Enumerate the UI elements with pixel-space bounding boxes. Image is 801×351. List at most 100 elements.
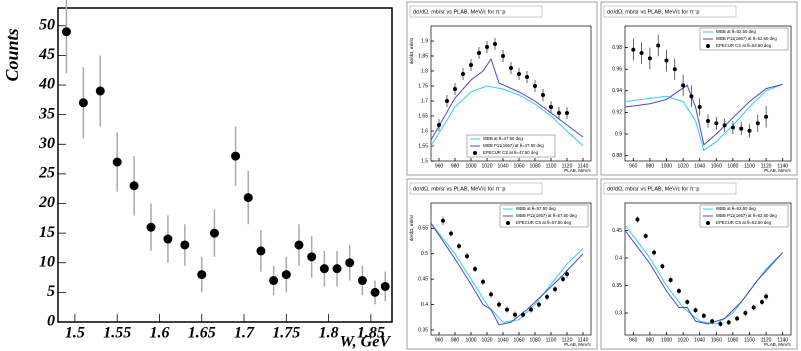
x-tick-label: 1000 (465, 337, 476, 343)
data-point (78, 98, 88, 108)
data-point (380, 281, 390, 291)
x-tick-label: 960 (435, 163, 444, 169)
title-box (603, 182, 737, 195)
x-tick-label: 1080 (529, 337, 540, 343)
x-tick-label: 960 (435, 337, 444, 343)
data-point (743, 311, 748, 315)
data-point (693, 308, 698, 313)
y-tick-label: 0.96 (612, 67, 622, 73)
data-point (635, 217, 640, 222)
panel: 960 980 1000 1020 1040 1060 1080 1100 1120 1140 0.… (600, 1, 798, 176)
y-tick-label: 0 (47, 313, 55, 330)
panel-frame (406, 178, 598, 350)
data-point (764, 294, 769, 299)
data-point (739, 126, 744, 131)
y-tick-label: 1.55 (418, 143, 428, 149)
legend-label: WBB P11(1667) at θ=47.50 deg (483, 143, 544, 148)
legend-label: WBB at θ=62.50 deg (716, 206, 756, 211)
y-tick-label: 0.45 (612, 228, 622, 234)
y-tick-label: 1.7 (421, 98, 428, 104)
data-point (681, 83, 686, 88)
data-point (501, 54, 505, 58)
legend-swatch (706, 44, 710, 48)
y-axis-label: dσ/dΩ, mb/sr (409, 214, 414, 241)
data-point (525, 75, 529, 79)
data-point (112, 157, 122, 167)
data-point (639, 51, 644, 55)
x-tick-label: 1100 (744, 337, 755, 343)
model-curve (624, 83, 783, 152)
model-curve (430, 222, 584, 323)
data-point (718, 322, 723, 326)
x-tick-label: 1.85 (357, 325, 385, 342)
legend-box (466, 134, 556, 158)
y-tick-label: 0.88 (612, 153, 622, 159)
x-tick-label: 1140 (578, 163, 589, 169)
data-point (565, 272, 569, 277)
data-point (457, 244, 461, 249)
panel-title: dσ/dΩ, mb/sr vs PLAB, MeV/c for π⁻p (413, 186, 505, 192)
x-tick-label: 1000 (661, 337, 672, 343)
data-point (710, 319, 715, 324)
x-tick-label: 1040 (497, 163, 508, 169)
x-tick-label: 980 (451, 163, 460, 169)
plot-frame (57, 7, 393, 323)
y-tick-label: 0.35 (418, 327, 428, 333)
x-tick-label: 1140 (777, 163, 788, 169)
data-point (726, 320, 731, 325)
data-point (319, 264, 329, 274)
y-tick-label: 0.94 (612, 88, 622, 94)
x-axis-label: PLAB, MeV/c (564, 342, 592, 347)
y-tick-label: 0.4 (421, 302, 428, 308)
data-point (243, 193, 253, 203)
x-tick-label: 980 (451, 337, 460, 343)
y-tick-label: 1.5 (421, 158, 428, 164)
panel: 960 980 1000 1020 1040 1060 1080 1100 1120 1140 0.… (406, 178, 598, 350)
data-point (209, 228, 219, 238)
y-tick-label: 45 (38, 46, 55, 63)
data-point (473, 267, 477, 271)
data-point (453, 87, 457, 91)
x-tick-label: 1040 (497, 337, 508, 343)
data-point (269, 276, 279, 286)
data-point (461, 72, 465, 76)
plot-frame (430, 202, 592, 336)
x-tick-label: 1020 (481, 163, 492, 169)
data-point (95, 86, 105, 96)
data-point (755, 121, 760, 126)
x-tick-label: 1080 (529, 163, 540, 169)
model-curve (624, 83, 783, 146)
data-point (517, 72, 521, 76)
panel: 960 980 1000 1020 1040 1060 1080 1100 1120 1140 1.… (406, 1, 598, 176)
data-point (672, 67, 677, 72)
y-tick-label: 0.35 (612, 283, 622, 289)
data-point (521, 312, 525, 317)
data-point (759, 300, 764, 304)
data-point (163, 234, 173, 244)
x-tick-label: 980 (646, 337, 655, 343)
data-point (445, 99, 449, 103)
data-point (357, 276, 367, 286)
x-tick-label: 1040 (694, 163, 705, 169)
x-tick-label: 1120 (562, 337, 573, 343)
data-point (747, 128, 752, 133)
model-curve (430, 85, 584, 147)
data-point (697, 105, 702, 109)
data-point (513, 312, 517, 317)
x-tick-label: 1100 (546, 337, 557, 343)
x-tick-label: 1100 (744, 163, 755, 169)
y-tick-label: 0.3 (615, 310, 622, 316)
data-point (701, 313, 706, 318)
data-point (553, 287, 557, 292)
data-point (660, 264, 665, 269)
data-point (505, 307, 509, 312)
data-point (541, 93, 545, 97)
legend-box (499, 204, 589, 228)
data-point (664, 58, 669, 63)
plot-frame (624, 202, 792, 336)
legend-label: WBB at θ=47.50 deg (483, 136, 523, 141)
x-tick-label: 1.65 (188, 325, 216, 342)
legend-label: WBB P11(1667) at θ=52.50 deg (716, 36, 777, 41)
